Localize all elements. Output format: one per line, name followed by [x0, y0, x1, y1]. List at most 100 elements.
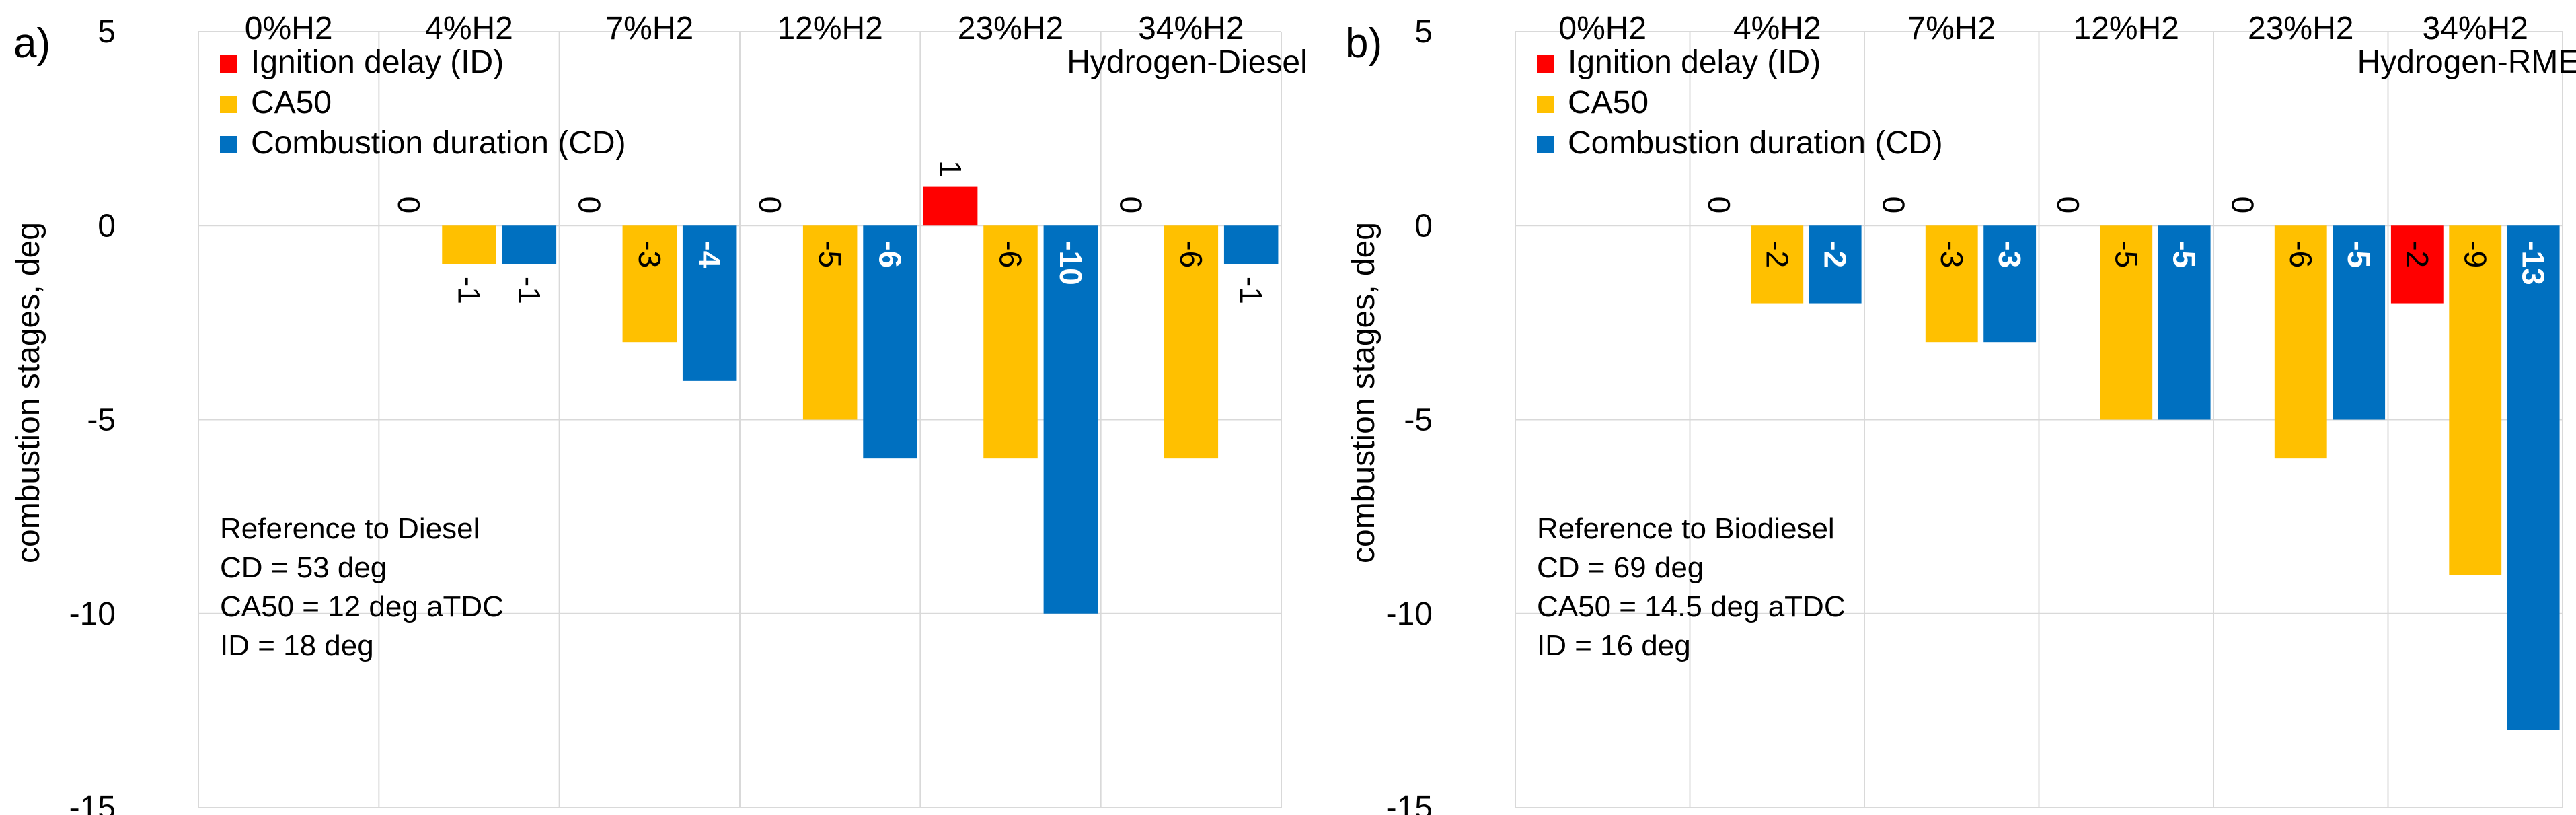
data-label-id: 0: [1113, 197, 1148, 214]
category-label: 34%H2: [1138, 11, 1244, 46]
data-label-id: 0: [2225, 197, 2260, 214]
data-label-cd: -3: [1992, 240, 2027, 268]
y-tick-label: -15: [1386, 790, 1433, 815]
data-label-ca50: -3: [1934, 240, 1969, 268]
category-label: 12%H2: [2074, 11, 2179, 46]
category-label: 0%H2: [1558, 11, 1646, 46]
reference-note: CD = 53 deg: [220, 551, 387, 584]
panel-label: b): [1345, 20, 1382, 67]
y-tick-label: 5: [98, 14, 116, 50]
data-label-id: 0: [753, 197, 788, 214]
bar-cd: [1223, 225, 1279, 264]
legend-label-ca50: CA50: [251, 85, 332, 120]
bar-ca50: [983, 225, 1038, 459]
bar-cd: [2158, 225, 2211, 420]
data-label-cd: -1: [512, 277, 547, 304]
legend-swatch-cd: [220, 136, 237, 153]
data-label-id: 1: [933, 160, 968, 178]
category-label: 7%H2: [1907, 11, 1996, 46]
data-label-ca50: -1: [452, 277, 487, 304]
data-label-ca50: -6: [2283, 240, 2318, 268]
bar-ca50: [1751, 225, 1804, 304]
legend-swatch-id: [220, 55, 237, 73]
reference-note: ID = 16 deg: [1537, 629, 1691, 662]
bar-cd: [863, 225, 917, 459]
legend-swatch-cd: [1537, 136, 1554, 153]
chart-panel-b: 5 0 -5 -10 -15 combustion stages, deg b) 0%H2 4%…: [1345, 11, 2576, 815]
data-label-ca50: -9: [2458, 240, 2493, 268]
bar-cd: [1043, 225, 1098, 614]
legend-swatch-ca50: [220, 96, 237, 113]
data-label-ca50: -6: [1174, 240, 1209, 268]
reference-note: CA50 = 12 deg aTDC: [220, 590, 504, 623]
data-label-cd: -4: [692, 240, 727, 268]
bar-cd: [1983, 225, 2037, 343]
data-label-id: 0: [391, 197, 426, 214]
data-label-cd: -13: [2516, 240, 2551, 285]
reference-note: CD = 69 deg: [1537, 551, 1704, 584]
y-axis-title: combustion stages, deg: [1346, 222, 1381, 563]
chart-title: Hydrogen-RME: [2357, 44, 2576, 80]
data-label-ca50: -2: [1759, 240, 1794, 268]
legend-swatch-id: [1537, 55, 1554, 73]
bar-ca50: [802, 225, 858, 420]
y-tick-label: 0: [1414, 208, 1433, 244]
bar-cd: [2333, 225, 2386, 420]
reference-note: Reference to Biodiesel: [1537, 512, 1835, 545]
category-label: 23%H2: [958, 11, 1063, 46]
category-label: 23%H2: [2248, 11, 2353, 46]
data-label-id: 0: [572, 197, 607, 214]
data-label-cd: -2: [1818, 240, 1853, 268]
bar-ca50: [2274, 225, 2327, 459]
data-label-ca50: -3: [632, 240, 667, 268]
data-label-cd: -5: [2341, 240, 2376, 268]
y-tick-label: 0: [98, 208, 116, 244]
legend-label-id: Ignition delay (ID): [1568, 44, 1821, 80]
bar-ca50: [2100, 225, 2153, 420]
bar-cd: [502, 225, 557, 264]
y-axis-title: combustion stages, deg: [11, 222, 46, 563]
bar-cd: [1809, 225, 1862, 304]
data-label-cd: -6: [873, 240, 908, 268]
data-label-cd: -10: [1053, 240, 1088, 285]
data-label-id: 0: [2051, 197, 2086, 214]
panel-label: a): [13, 20, 50, 67]
category-label: 4%H2: [425, 11, 513, 46]
category-label: 4%H2: [1733, 11, 1821, 46]
bar-ca50: [1164, 225, 1219, 459]
data-label-cd: -5: [2167, 240, 2202, 268]
data-label-id: 0: [1876, 197, 1911, 214]
data-label-cd: -1: [1234, 277, 1268, 304]
y-tick-label: -5: [1404, 402, 1433, 438]
bar-cd: [2507, 225, 2560, 730]
bar-ca50: [442, 225, 496, 264]
bar-id: [2390, 225, 2444, 304]
data-label-id: 0: [1702, 197, 1737, 214]
data-label-ca50: -6: [993, 240, 1028, 268]
bar-ca50: [2449, 225, 2502, 575]
reference-note: Reference to Diesel: [220, 512, 480, 545]
legend-label-cd: Combustion duration (CD): [251, 125, 626, 161]
legend-swatch-ca50: [1537, 96, 1554, 113]
bar-ca50: [622, 225, 677, 343]
legend-label-cd: Combustion duration (CD): [1568, 125, 1943, 161]
legend-label-id: Ignition delay (ID): [251, 44, 504, 80]
y-tick-label: -15: [69, 790, 116, 815]
y-tick-label: -10: [69, 596, 116, 632]
y-tick-label: -10: [1386, 596, 1433, 632]
y-tick-label: -5: [87, 402, 116, 438]
y-tick-label: 5: [1414, 14, 1433, 50]
data-label-id: -2: [2400, 240, 2435, 268]
legend-label-ca50: CA50: [1568, 85, 1649, 120]
reference-note: ID = 18 deg: [220, 629, 374, 662]
category-label: 7%H2: [605, 11, 693, 46]
category-label: 0%H2: [245, 11, 333, 46]
category-label: 34%H2: [2423, 11, 2528, 46]
category-label: 12%H2: [777, 11, 882, 46]
bar-id: [923, 186, 978, 226]
chart-title: Hydrogen-Diesel: [1067, 44, 1308, 80]
bar-cd: [682, 225, 737, 381]
data-label-ca50: -5: [812, 240, 847, 268]
